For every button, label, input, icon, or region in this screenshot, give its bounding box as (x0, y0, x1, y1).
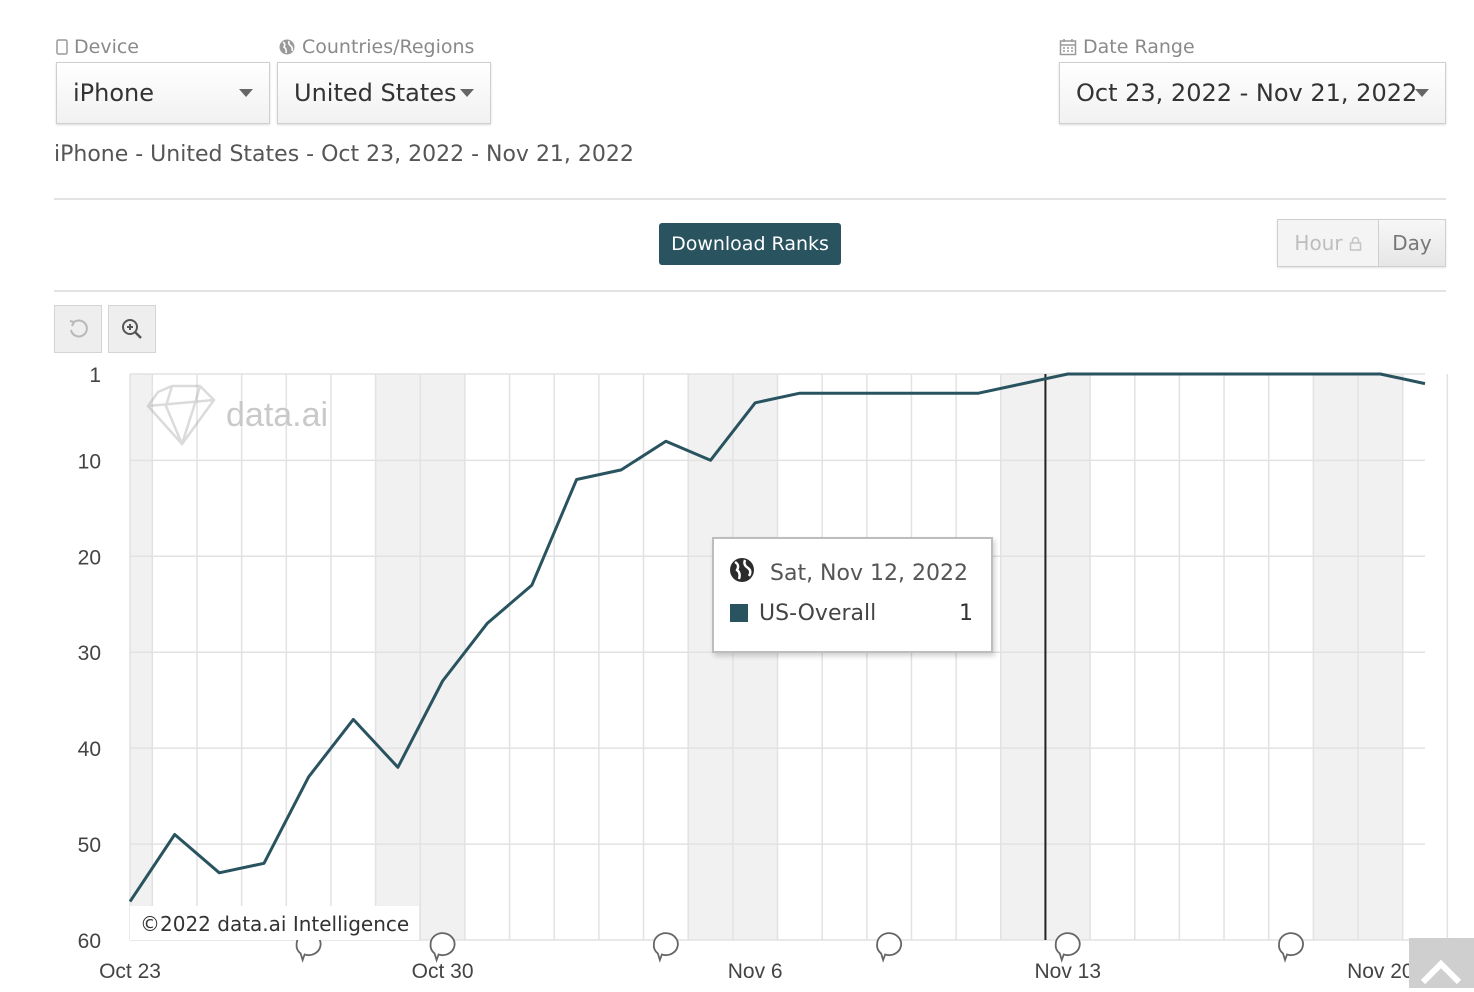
y-tick-label: 40 (78, 738, 101, 761)
speech-bubble-icon (876, 932, 903, 963)
watermark: data.ai (146, 384, 328, 446)
weekend-band (130, 374, 153, 940)
speech-bubble-icon (429, 932, 456, 963)
country-label: Countries/Regions (278, 36, 474, 58)
weekend-band (1000, 374, 1046, 940)
annotation-marker-icon (876, 932, 903, 963)
x-axis-ticks: Oct 23 Oct 30 Nov 6 Nov 13 Nov 20 (99, 960, 1414, 983)
y-tick-label: 10 (78, 450, 101, 473)
watermark-text: data.ai (226, 396, 328, 434)
weekend-band (420, 374, 465, 940)
device-label-text: Device (74, 36, 139, 58)
device-label: Device (56, 36, 139, 58)
annotation-markers (295, 932, 1304, 963)
date-range-label: Date Range (1059, 36, 1195, 58)
series-line-us-overall (128, 372, 1426, 903)
calendar-icon (1059, 39, 1077, 56)
selection-summary: iPhone - United States - Oct 23, 2022 - … (54, 142, 634, 167)
x-tick-label: Nov 6 (728, 960, 783, 983)
speech-bubble-icon (652, 932, 679, 963)
country-value: United States (294, 79, 457, 107)
divider (54, 290, 1446, 292)
chevron-down-icon (1415, 89, 1429, 97)
divider (54, 198, 1446, 200)
scroll-to-top-button[interactable] (1409, 938, 1474, 988)
globe-icon (730, 558, 754, 582)
weekend-bands (130, 374, 1403, 940)
granularity-toggle: Hour Day (1277, 219, 1446, 267)
tooltip-date: Sat, Nov 12, 2022 (770, 561, 968, 586)
device-value: iPhone (73, 79, 155, 107)
annotation-marker-icon (429, 932, 456, 963)
y-axis-ticks: 1 10 20 30 40 50 60 (78, 364, 101, 953)
x-tick-label: Nov 13 (1034, 960, 1101, 983)
annotation-marker-icon (1054, 932, 1081, 963)
date-range-select[interactable]: Oct 23, 2022 - Nov 21, 2022 (1059, 62, 1446, 124)
weekend-band (375, 374, 421, 940)
weekend-band (732, 374, 778, 940)
tooltip-series-swatch (730, 604, 748, 622)
reset-zoom-button[interactable] (54, 305, 102, 353)
reset-icon (69, 319, 88, 338)
y-tick-label: 60 (78, 930, 101, 953)
hour-label: Hour (1294, 231, 1343, 255)
zoom-icon (122, 319, 142, 339)
copyright-text: ©2022 data.ai Intelligence (130, 906, 420, 940)
day-toggle[interactable]: Day (1378, 220, 1445, 266)
date-range-label-text: Date Range (1083, 36, 1195, 58)
weekend-band (1358, 374, 1403, 940)
x-tick-label: Oct 30 (412, 960, 474, 983)
annotation-marker-icon (652, 932, 679, 963)
chart-tooltip: Sat, Nov 12, 2022 US-Overall 1 (712, 537, 993, 653)
tooltip-value: 1 (959, 601, 973, 626)
weekend-band (1045, 374, 1091, 940)
y-tick-label: 1 (89, 364, 101, 387)
weekend-band (688, 374, 733, 940)
speech-bubble-icon (1278, 932, 1304, 963)
globe-icon (279, 39, 295, 55)
lock-icon (1349, 236, 1361, 251)
device-select[interactable]: iPhone (56, 62, 270, 124)
chevron-down-icon (239, 89, 253, 97)
vertical-gridlines (129, 374, 1449, 940)
tooltip-series-name: US-Overall (759, 601, 877, 626)
weekend-band (1313, 374, 1359, 940)
diamond-icon (146, 384, 216, 446)
annotation-marker-icon (1278, 932, 1304, 963)
y-tick-label: 30 (78, 642, 101, 665)
download-ranks-button[interactable]: Download Ranks (659, 223, 841, 265)
x-tick-label: Nov 20 (1347, 960, 1414, 983)
country-select[interactable]: United States (277, 62, 491, 124)
y-tick-label: 50 (78, 834, 101, 857)
speech-bubble-icon (1054, 932, 1081, 963)
hour-toggle[interactable]: Hour (1278, 220, 1378, 266)
y-tick-label: 20 (78, 546, 101, 569)
zoom-button[interactable] (108, 305, 156, 353)
x-tick-label: Oct 23 (99, 960, 161, 983)
phone-icon (56, 39, 68, 55)
chevron-down-icon (460, 89, 474, 97)
country-label-text: Countries/Regions (302, 36, 475, 58)
date-range-value: Oct 23, 2022 - Nov 21, 2022 (1076, 79, 1418, 107)
chevron-up-icon (1420, 959, 1462, 985)
